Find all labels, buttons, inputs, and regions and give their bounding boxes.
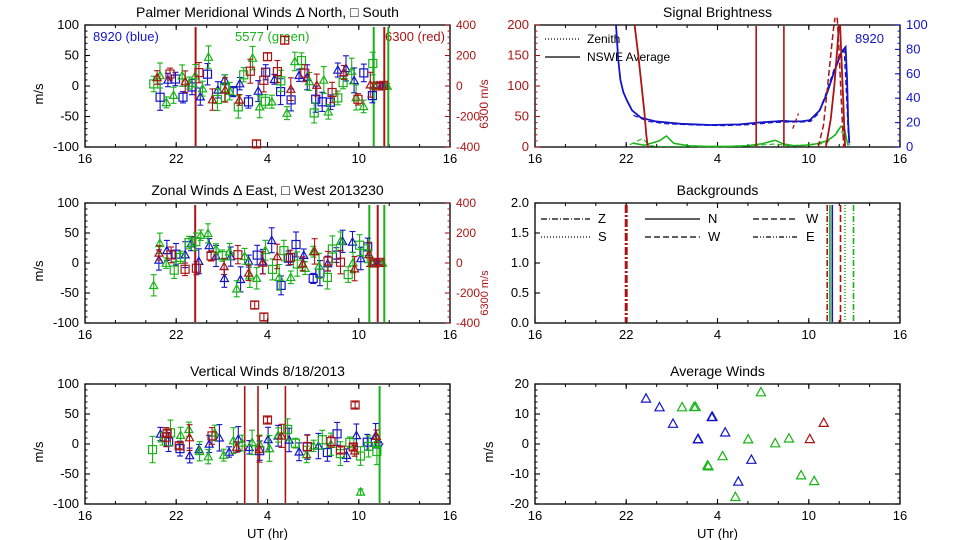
svg-text:-100: -100 [53,496,79,511]
svg-text:UT (hr): UT (hr) [697,526,738,540]
svg-text:200: 200 [507,17,529,32]
svg-text:0: 0 [72,78,79,93]
svg-text:m/s: m/s [481,441,496,462]
svg-text:0.0: 0.0 [511,315,529,330]
svg-text:Z: Z [598,211,606,226]
svg-text:16: 16 [528,508,542,523]
svg-text:N: N [708,211,717,226]
svg-text:4: 4 [264,327,271,342]
svg-text:1.5: 1.5 [511,225,529,240]
svg-text:100: 100 [906,17,928,32]
svg-text:-200: -200 [456,286,480,300]
svg-text:22: 22 [169,508,183,523]
svg-text:22: 22 [169,327,183,342]
svg-text:10: 10 [802,327,816,342]
svg-text:W: W [708,229,721,244]
svg-text:100: 100 [57,195,79,210]
svg-text:40: 40 [906,90,920,105]
svg-text:10: 10 [802,508,816,523]
svg-text:1.0: 1.0 [511,255,529,270]
svg-text:16: 16 [78,151,92,166]
svg-text:80: 80 [906,41,920,56]
svg-text:Average Winds: Average Winds [670,363,765,379]
svg-text:60: 60 [906,66,920,81]
svg-text:-100: -100 [53,139,79,154]
svg-text:50: 50 [65,225,79,240]
svg-text:m/s: m/s [31,83,46,104]
svg-text:10: 10 [352,508,366,523]
svg-text:50: 50 [65,406,79,421]
svg-text:6300 m/s: 6300 m/s [477,79,491,128]
svg-text:-100: -100 [53,315,79,330]
svg-text:400: 400 [456,196,476,210]
svg-text:100: 100 [57,17,79,32]
svg-text:20: 20 [515,376,529,391]
svg-text:8920: 8920 [855,31,884,46]
svg-text:0: 0 [456,256,463,270]
svg-text:-50: -50 [60,109,79,124]
svg-text:Zenith: Zenith [587,32,620,46]
svg-text:0: 0 [72,255,79,270]
svg-text:E: E [806,229,815,244]
svg-text:200: 200 [456,49,476,63]
svg-text:0.5: 0.5 [511,285,529,300]
svg-text:400: 400 [456,18,476,32]
svg-text:10: 10 [352,327,366,342]
svg-text:10: 10 [802,151,816,166]
svg-text:16: 16 [528,151,542,166]
svg-text:100: 100 [57,376,79,391]
svg-text:0: 0 [906,139,913,154]
svg-text:-50: -50 [60,466,79,481]
svg-text:16: 16 [893,508,907,523]
svg-text:50: 50 [65,48,79,63]
svg-text:m/s: m/s [31,441,46,462]
svg-text:8920 (blue): 8920 (blue) [93,29,159,44]
svg-text:S: S [598,229,607,244]
svg-text:W: W [806,211,819,226]
svg-text:Palmer Meridional Winds Δ Nort: Palmer Meridional Winds Δ North, □ South [136,4,399,20]
svg-text:0: 0 [522,436,529,451]
svg-text:22: 22 [619,327,633,342]
svg-text:Backgrounds: Backgrounds [677,182,759,198]
svg-text:20: 20 [906,115,920,130]
svg-text:-400: -400 [456,316,480,330]
svg-text:5577 (green): 5577 (green) [235,29,309,44]
svg-text:100: 100 [507,78,529,93]
svg-text:16: 16 [528,327,542,342]
svg-text:0: 0 [72,436,79,451]
svg-text:4: 4 [714,508,721,523]
svg-text:6300 (red): 6300 (red) [385,29,445,44]
svg-text:10: 10 [515,406,529,421]
svg-text:6300 m/s: 6300 m/s [479,270,491,316]
svg-text:4: 4 [264,508,271,523]
svg-text:UT (hr): UT (hr) [247,526,288,540]
svg-text:Signal Brightness: Signal Brightness [663,4,772,20]
svg-text:22: 22 [169,151,183,166]
svg-text:m/s: m/s [31,260,46,281]
svg-text:200: 200 [456,226,476,240]
svg-text:4: 4 [714,327,721,342]
svg-text:4: 4 [714,151,721,166]
svg-text:22: 22 [619,508,633,523]
svg-text:-400: -400 [456,140,480,154]
svg-text:NSWE Average: NSWE Average [587,50,670,64]
svg-text:150: 150 [507,48,529,63]
svg-text:16: 16 [443,508,457,523]
svg-text:16: 16 [893,327,907,342]
svg-text:0: 0 [456,79,463,93]
svg-text:0: 0 [522,139,529,154]
svg-text:Zonal Winds Δ East, □ West 201: Zonal Winds Δ East, □ West 2013230 [151,182,384,198]
svg-text:50: 50 [515,109,529,124]
svg-text:Vertical Winds 8/18/2013: Vertical Winds 8/18/2013 [190,363,345,379]
svg-text:22: 22 [619,151,633,166]
svg-text:-20: -20 [510,496,529,511]
svg-text:4: 4 [264,151,271,166]
svg-text:-50: -50 [60,285,79,300]
svg-text:-10: -10 [510,466,529,481]
svg-text:16: 16 [78,508,92,523]
svg-text:16: 16 [78,327,92,342]
svg-text:2.0: 2.0 [511,195,529,210]
svg-text:10: 10 [352,151,366,166]
